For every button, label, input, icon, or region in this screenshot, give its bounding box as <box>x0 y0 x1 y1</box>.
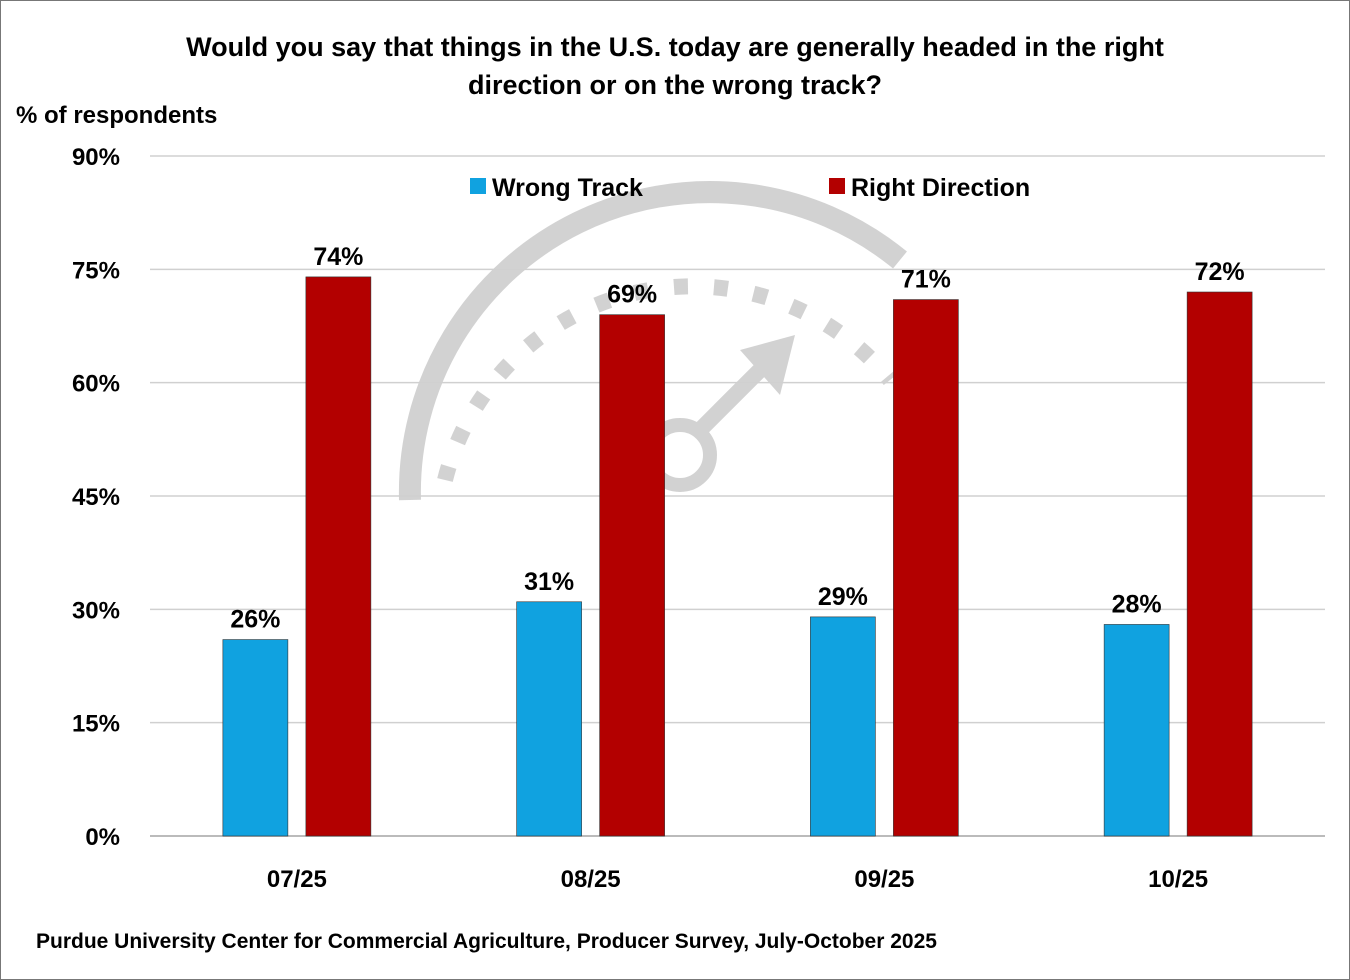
source-note: Purdue University Center for Commercial … <box>36 930 937 953</box>
watermark-logo <box>398 181 907 501</box>
bar-wrong-track <box>810 616 876 837</box>
bar-wrong-track <box>516 601 582 837</box>
watermark-gauge-needle <box>694 364 766 436</box>
x-tick-label: 07/25 <box>267 866 327 893</box>
legend-label: Wrong Track <box>492 174 643 202</box>
data-label: 72% <box>1195 258 1245 286</box>
bar-wrong-track <box>1103 624 1170 837</box>
bar-wrong-track <box>222 639 289 837</box>
y-tick-label: 60% <box>72 371 120 398</box>
data-label: 26% <box>230 606 280 634</box>
legend-swatch <box>829 178 845 194</box>
x-tick-label: 09/25 <box>854 866 914 893</box>
chart-title: Would you say that things in the U.S. to… <box>186 32 1164 100</box>
data-label: 71% <box>901 266 951 294</box>
watermark-gauge-arc <box>398 181 907 501</box>
bar-right-direction <box>1186 291 1253 837</box>
x-tick-label: 08/25 <box>561 866 621 893</box>
data-label: 29% <box>818 583 868 611</box>
data-label: 31% <box>524 568 574 596</box>
y-tick-label: 90% <box>72 144 120 171</box>
y-tick-label: 15% <box>72 711 120 738</box>
data-label: 28% <box>1112 590 1162 618</box>
legend-swatch <box>470 178 486 194</box>
bar-right-direction <box>599 314 665 837</box>
y-axis-label: % of respondents <box>16 102 218 129</box>
bar-right-direction <box>305 276 372 837</box>
data-label: 74% <box>313 243 363 271</box>
watermark-gauge-arrowhead <box>740 335 795 395</box>
y-tick-label: 45% <box>72 484 120 511</box>
y-tick-label: 75% <box>72 257 120 284</box>
bar-right-direction <box>893 299 959 837</box>
x-tick-label: 10/25 <box>1148 866 1208 893</box>
watermark-gauge-ticks <box>437 278 897 482</box>
y-tick-label: 0% <box>85 824 120 851</box>
legend-label: Right Direction <box>851 174 1030 202</box>
data-label: 69% <box>607 281 657 309</box>
y-tick-label: 30% <box>72 597 120 624</box>
